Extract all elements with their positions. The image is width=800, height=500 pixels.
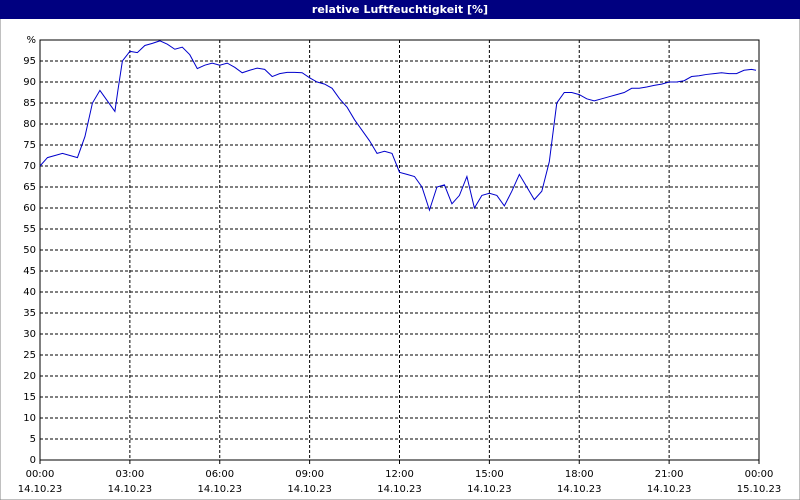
x-tick-label: 06:00 <box>205 469 234 480</box>
x-tick-label: 15:00 <box>475 469 504 480</box>
y-tick-label: 70 <box>23 161 36 172</box>
x-tick-date: 14.10.23 <box>108 484 153 495</box>
x-tick-date: 14.10.23 <box>647 484 692 495</box>
y-tick-label: 5 <box>30 434 36 445</box>
x-tick-date: 14.10.23 <box>197 484 242 495</box>
y-tick-label: % <box>26 35 36 46</box>
y-tick-label: 40 <box>23 287 36 298</box>
y-tick-label: 35 <box>23 308 36 319</box>
y-tick-label: 55 <box>23 224 36 235</box>
y-tick-label: 60 <box>23 203 36 214</box>
x-tick-label: 18:00 <box>565 469 594 480</box>
title-bar <box>0 0 800 19</box>
x-tick-date: 14.10.23 <box>467 484 512 495</box>
x-tick-label: 00:00 <box>26 469 55 480</box>
y-tick-label: 10 <box>23 413 36 424</box>
x-tick-label: 09:00 <box>295 469 324 480</box>
y-tick-label: 15 <box>23 392 36 403</box>
x-tick-date: 14.10.23 <box>377 484 422 495</box>
y-tick-label: 0 <box>30 455 36 466</box>
y-tick-label: 20 <box>23 371 36 382</box>
y-tick-label: 25 <box>23 350 36 361</box>
y-tick-label: 50 <box>23 245 36 256</box>
y-tick-label: 80 <box>23 119 36 130</box>
y-tick-label: 90 <box>23 77 36 88</box>
data-line <box>39 40 757 212</box>
x-tick-label: 00:00 <box>745 469 774 480</box>
x-tick-date: 14.10.23 <box>557 484 602 495</box>
y-tick-label: 45 <box>23 266 36 277</box>
y-tick-label: 95 <box>23 56 36 67</box>
chart-title: relative Luftfeuchtigkeit [%] <box>312 3 488 16</box>
x-tick-label: 12:00 <box>385 469 414 480</box>
x-tick-date: 14.10.23 <box>287 484 332 495</box>
x-tick-date: 14.10.23 <box>18 484 63 495</box>
y-tick-label: 30 <box>23 329 36 340</box>
y-tick-label: 75 <box>23 140 36 151</box>
x-tick-label: 03:00 <box>115 469 144 480</box>
x-tick-date: 15.10.23 <box>737 484 782 495</box>
y-tick-label: 65 <box>23 182 36 193</box>
x-tick-label: 21:00 <box>655 469 684 480</box>
y-tick-label: 85 <box>23 98 36 109</box>
